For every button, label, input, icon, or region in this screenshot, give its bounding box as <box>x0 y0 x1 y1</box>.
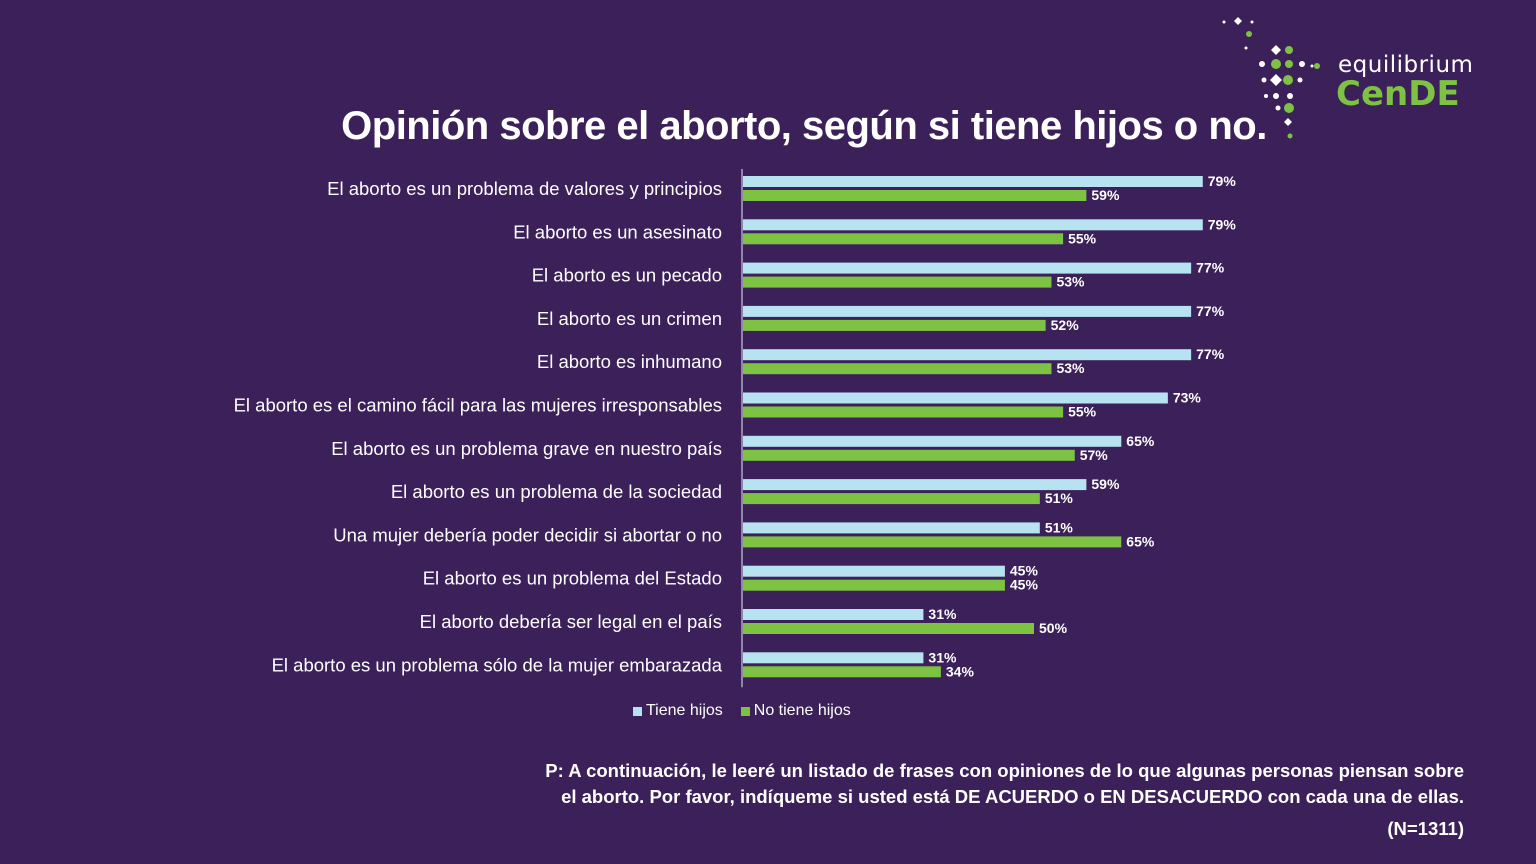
bar-no-tiene-hijos <box>743 449 1075 461</box>
bar-no-tiene-hijos <box>743 319 1046 331</box>
category-label: El aborto es inhumano <box>537 351 722 372</box>
category-label: El aborto es un problema de valores y pr… <box>327 178 722 199</box>
chart-legend: Tiene hijos No tiene hijos <box>633 702 851 720</box>
equilibrium-cende-logo: equilibrium CenDE <box>1216 10 1476 145</box>
data-label-tiene-hijos: 31% <box>928 649 957 665</box>
legend-label-no-tiene-hijos: No tiene hijos <box>753 702 851 719</box>
data-label-no-tiene-hijos: 51% <box>1045 490 1074 506</box>
legend-item-no-tiene-hijos: No tiene hijos <box>740 702 851 720</box>
bar-tiene-hijos <box>743 392 1168 404</box>
bar-no-tiene-hijos <box>743 623 1034 634</box>
data-label-tiene-hijos: 77% <box>1196 260 1225 276</box>
sample-size: (N=1311) <box>1387 818 1464 839</box>
legend-swatch-no-tiene-hijos <box>740 706 750 716</box>
data-label-no-tiene-hijos: 50% <box>1039 620 1068 636</box>
data-label-tiene-hijos: 45% <box>1010 563 1039 579</box>
data-label-tiene-hijos: 79% <box>1208 216 1237 232</box>
bar-tiene-hijos <box>743 219 1203 231</box>
bar-no-tiene-hijos <box>743 666 941 678</box>
bar-tiene-hijos <box>743 262 1192 274</box>
data-label-no-tiene-hijos: 59% <box>1091 187 1120 203</box>
data-label-no-tiene-hijos: 52% <box>1051 317 1080 333</box>
category-label: El aborto es un problema del Estado <box>423 568 722 589</box>
legend-item-tiene-hijos: Tiene hijos <box>633 702 723 720</box>
bar-no-tiene-hijos <box>743 579 1005 591</box>
bar-no-tiene-hijos <box>743 190 1087 201</box>
data-label-no-tiene-hijos: 45% <box>1010 577 1039 593</box>
chart-title: Opinión sobre el aborto, según si tiene … <box>341 104 1267 148</box>
bar-tiene-hijos <box>743 609 924 620</box>
question-note-line-2: el aborto. Por favor, indíqueme si usted… <box>561 786 1464 807</box>
data-label-tiene-hijos: 59% <box>1091 476 1120 492</box>
logo-text-cende: CenDE <box>1336 74 1460 114</box>
data-label-tiene-hijos: 77% <box>1196 303 1225 319</box>
bar-tiene-hijos <box>743 176 1203 187</box>
legend-swatch-tiene-hijos <box>633 706 642 716</box>
bar-tiene-hijos <box>743 479 1087 491</box>
category-label: El aborto es el camino fácil para las mu… <box>234 395 722 416</box>
data-label-no-tiene-hijos: 55% <box>1068 404 1097 420</box>
category-label: El aborto es un asesinato <box>513 221 722 242</box>
category-label: El aborto es un problema de la sociedad <box>391 481 722 502</box>
bar-tiene-hijos <box>743 522 1040 534</box>
bar-tiene-hijos <box>743 652 924 664</box>
logo-text-equilibrium: equilibrium <box>1338 52 1474 78</box>
category-label: El aborto es un crimen <box>537 308 722 329</box>
bar-tiene-hijos <box>743 349 1192 361</box>
bar-no-tiene-hijos <box>743 276 1052 288</box>
data-label-no-tiene-hijos: 55% <box>1068 230 1097 246</box>
bar-tiene-hijos <box>743 435 1122 447</box>
bar-no-tiene-hijos <box>743 493 1040 505</box>
category-label: Una mujer debería poder decidir si abort… <box>333 524 722 545</box>
data-label-no-tiene-hijos: 65% <box>1126 533 1155 549</box>
data-label-tiene-hijos: 65% <box>1126 433 1155 449</box>
data-label-no-tiene-hijos: 53% <box>1056 274 1085 290</box>
category-label: El aborto debería ser legal en el país <box>420 611 722 632</box>
category-label: El aborto es un problema grave en nuestr… <box>331 438 722 459</box>
legend-label-tiene-hijos: Tiene hijos <box>646 702 723 719</box>
bar-no-tiene-hijos <box>743 363 1052 375</box>
data-label-tiene-hijos: 73% <box>1173 390 1202 406</box>
bar-no-tiene-hijos <box>743 536 1122 548</box>
dots-logo-icon <box>1222 17 1320 139</box>
bar-no-tiene-hijos <box>743 406 1064 418</box>
bar-no-tiene-hijos <box>743 233 1064 245</box>
question-note-line-1: P: A continuación, le leeré un listado d… <box>545 760 1464 781</box>
category-label: El aborto es un problema sólo de la muje… <box>272 654 723 675</box>
bar-tiene-hijos <box>743 565 1005 577</box>
data-label-no-tiene-hijos: 57% <box>1080 447 1109 463</box>
question-note: P: A continuación, le leeré un listado d… <box>504 758 1464 810</box>
data-label-tiene-hijos: 31% <box>928 606 957 622</box>
data-label-tiene-hijos: 79% <box>1208 173 1237 189</box>
data-label-tiene-hijos: 51% <box>1045 519 1074 535</box>
data-label-no-tiene-hijos: 53% <box>1056 360 1085 376</box>
bar-tiene-hijos <box>743 305 1192 317</box>
category-label: El aborto es un pecado <box>532 265 722 286</box>
data-label-tiene-hijos: 77% <box>1196 346 1225 362</box>
data-label-no-tiene-hijos: 34% <box>946 663 975 679</box>
